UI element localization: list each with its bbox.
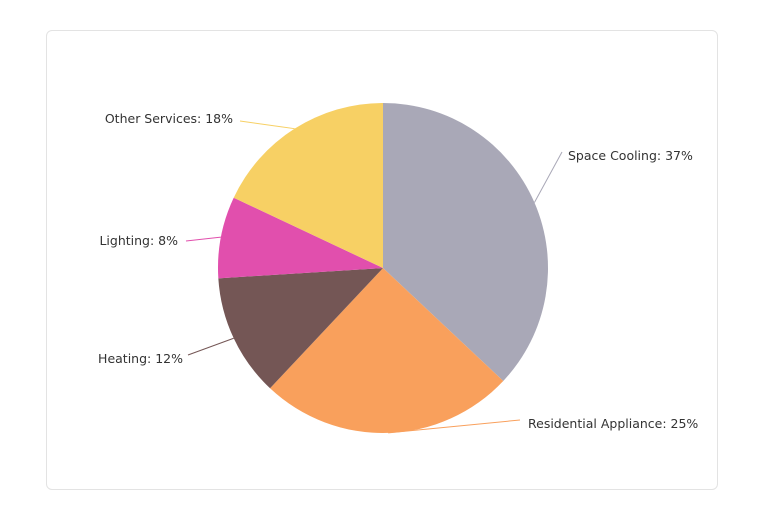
pie-slice-space-cooling[interactable] [383, 103, 548, 381]
slice-label-space-cooling: Space Cooling: 37% [568, 148, 693, 163]
slice-label-other-services: Other Services: 18% [105, 111, 233, 126]
leader-line-other-services [239, 120, 295, 130]
leader-line-lighting [185, 236, 221, 242]
slice-label-residential-appliance: Residential Appliance: 25% [528, 416, 698, 431]
leader-line-residential-appliance [388, 419, 521, 434]
pie-slices [218, 103, 548, 433]
pie-slice-lighting[interactable] [218, 197, 383, 279]
pie-slice-heating[interactable] [218, 268, 383, 389]
leader-lines [185, 120, 563, 434]
pie-slice-other-services[interactable] [233, 103, 383, 268]
leader-line-space-cooling [533, 151, 563, 203]
slice-label-heating: Heating: 12% [98, 351, 183, 366]
slice-label-lighting: Lighting: 8% [99, 233, 178, 248]
leader-line-heating [187, 337, 234, 356]
pie-slice-residential-appliance[interactable] [270, 268, 504, 433]
